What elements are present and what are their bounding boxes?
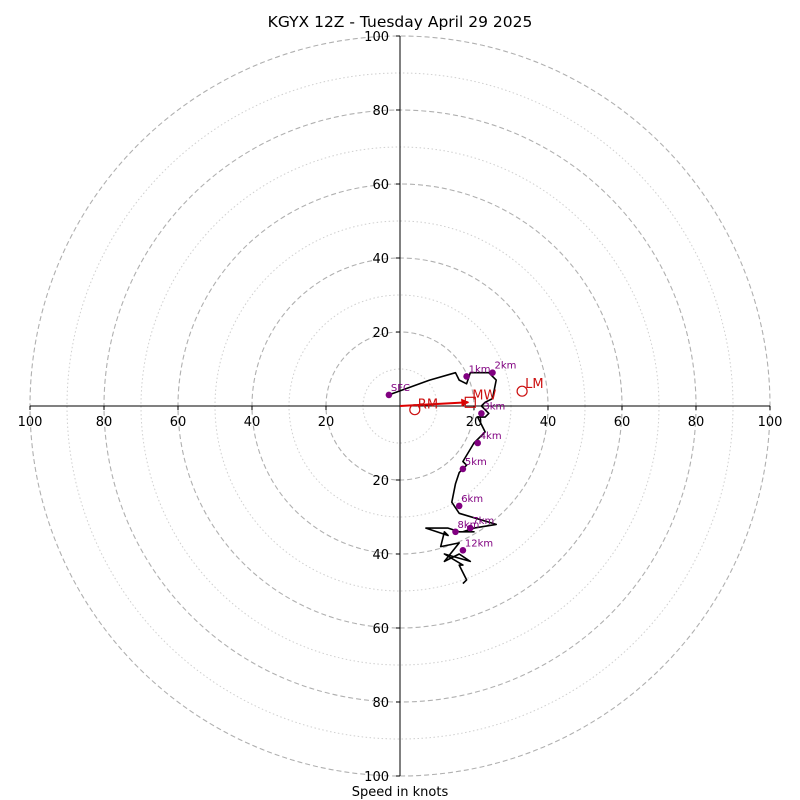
y-tick-label: 80 [372,104,389,119]
height-marker-label: 1km [469,364,491,375]
x-axis-label: Speed in knots [352,785,449,800]
y-tick-label: 40 [372,548,389,563]
height-marker-label: 7km [472,516,494,527]
y-tick-label: 100 [364,30,389,45]
height-marker-point [455,502,463,510]
x-tick-label: 100 [758,415,783,430]
height-marker-point [467,524,474,532]
height-marker-point [385,391,393,399]
height-marker-label: SFC [391,383,410,394]
x-tick-label: 40 [540,415,557,430]
left-mover-marker [516,385,528,397]
x-tick-label: 60 [614,415,631,430]
height-marker-label: 8km [458,520,480,531]
mean-wind-marker [464,396,476,408]
y-tick-label: 100 [364,770,389,785]
y-tick-label: 60 [372,622,389,637]
left-mover-label: LM [525,377,543,392]
height-marker-label: 6km [461,494,483,505]
height-marker-point [489,369,496,377]
y-tick-label: 40 [372,252,389,267]
tick-labels: 100 80 60 40 20 20 40 60 80 100100806040202040608… [18,30,783,785]
x-tick-label: 40 [244,415,261,430]
height-marker-label: 5km [465,457,487,468]
height-marker-point [474,439,482,447]
x-tick-label: 80 [688,415,705,430]
hodograph-line [388,371,498,585]
height-marker-point [463,373,470,380]
y-tick-label: 60 [372,178,389,193]
storm-motion-markers: RM LM MW [399,377,544,416]
x-tick-label: 80 [96,415,113,430]
x-tick-label: 20 [318,415,335,430]
height-marker-point [452,528,459,536]
chart-title: KGYX 12Z - Tuesday April 29 2025 [268,13,533,31]
height-marker-point [459,547,467,554]
height-marker-point [478,410,485,417]
height-marker-label: 12km [465,538,493,549]
height-marker-label: 4km [480,431,502,442]
x-tick-label: 60 [170,415,187,430]
mean-wind-label: MW [472,388,496,403]
y-tick-label: 20 [372,474,389,489]
right-mover-marker [409,404,421,416]
y-tick-label: 20 [372,326,389,341]
height-marker-label: 2km [495,361,517,372]
x-tick-label: 100 [18,415,43,430]
wind-trace [388,371,498,585]
y-tick-label: 80 [372,696,389,711]
height-marker-label: 3km [483,401,505,412]
height-marker-point [459,465,467,473]
right-mover-label: RM [418,398,438,413]
